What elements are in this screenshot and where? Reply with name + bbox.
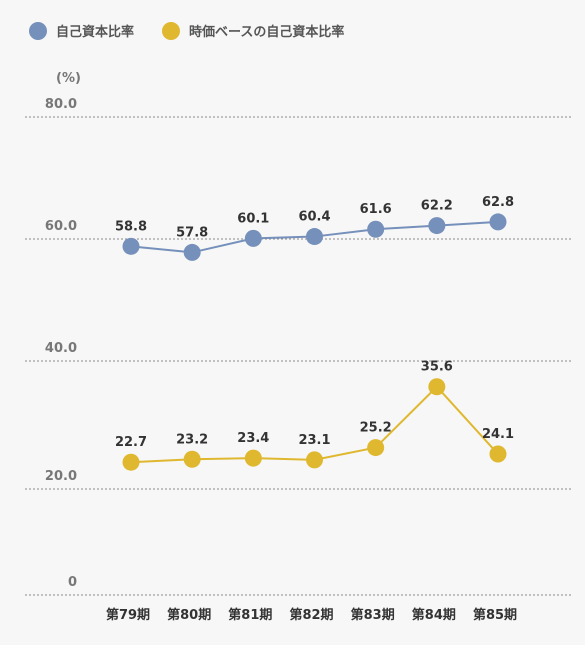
y-tick-label: 60.0	[45, 219, 77, 234]
data-label: 62.2	[421, 199, 453, 214]
data-point	[122, 237, 140, 255]
x-tick-label: 第82期	[289, 607, 333, 623]
data-label: 23.4	[237, 431, 269, 446]
y-tick-label: 40.0	[45, 341, 77, 356]
gridlines	[25, 116, 573, 596]
legend-marker-series-0	[29, 22, 47, 40]
y-axis-unit-label: (%)	[56, 71, 81, 86]
x-tick-label: 第85期	[473, 607, 517, 623]
data-point	[306, 451, 323, 469]
data-point	[367, 439, 385, 457]
series: 58.8 57.8 60.1 60.4 61.6 62.2 62.8 22.7 23.2 23.4…	[115, 195, 514, 471]
data-label: 62.8	[482, 195, 514, 210]
data-point	[183, 243, 201, 261]
x-tick-label: 第80期	[167, 607, 211, 623]
data-label: 22.7	[115, 435, 147, 450]
data-label: 23.1	[298, 433, 330, 448]
data-label: 23.2	[176, 432, 208, 447]
data-point	[428, 217, 446, 235]
data-label: 60.4	[298, 210, 330, 225]
legend-item-series-1: 時価ベースの自己資本比率	[162, 22, 344, 40]
data-label: 57.8	[176, 225, 208, 240]
x-tick-label: 第81期	[228, 607, 272, 623]
legend-item-series-0: 自己資本比率	[29, 22, 134, 40]
series-1: 22.7 23.2 23.4 23.1 25.2 35.6 24.1	[115, 360, 514, 471]
legend-marker-series-1	[162, 22, 180, 40]
x-tick-label: 第83期	[351, 607, 395, 623]
data-point	[489, 213, 507, 231]
data-point	[489, 445, 507, 463]
data-label: 25.2	[360, 421, 392, 436]
y-tick-label: 20.0	[45, 469, 77, 484]
y-tick-label: 80.0	[45, 97, 77, 112]
data-label: 24.1	[482, 427, 514, 442]
data-point	[244, 229, 262, 247]
data-label: 35.6	[421, 360, 453, 375]
legend-label-series-1: 時価ベースの自己資本比率	[189, 24, 344, 40]
legend-label-series-0: 自己資本比率	[56, 24, 134, 40]
x-tick-label: 第79期	[106, 607, 150, 623]
data-point	[367, 220, 385, 238]
data-label: 58.8	[115, 219, 147, 234]
y-axis-ticks: 0 20.0 40.0 60.0 80.0	[45, 97, 77, 590]
data-point	[306, 228, 323, 246]
y-tick-label: 0	[68, 575, 77, 590]
data-point	[428, 378, 446, 396]
data-label: 60.1	[237, 211, 269, 226]
data-point	[183, 450, 201, 468]
data-point	[244, 449, 262, 467]
x-tick-label: 第84期	[412, 607, 456, 623]
x-axis-ticks: 第79期 第80期 第81期 第82期 第83期 第84期 第85期	[106, 607, 517, 623]
series-line	[130, 385, 499, 464]
series-0: 58.8 57.8 60.1 60.4 61.6 62.2 62.8	[115, 195, 514, 261]
data-point	[122, 453, 140, 471]
legend: 自己資本比率 時価ベースの自己資本比率	[29, 22, 344, 40]
data-label: 61.6	[360, 202, 392, 217]
